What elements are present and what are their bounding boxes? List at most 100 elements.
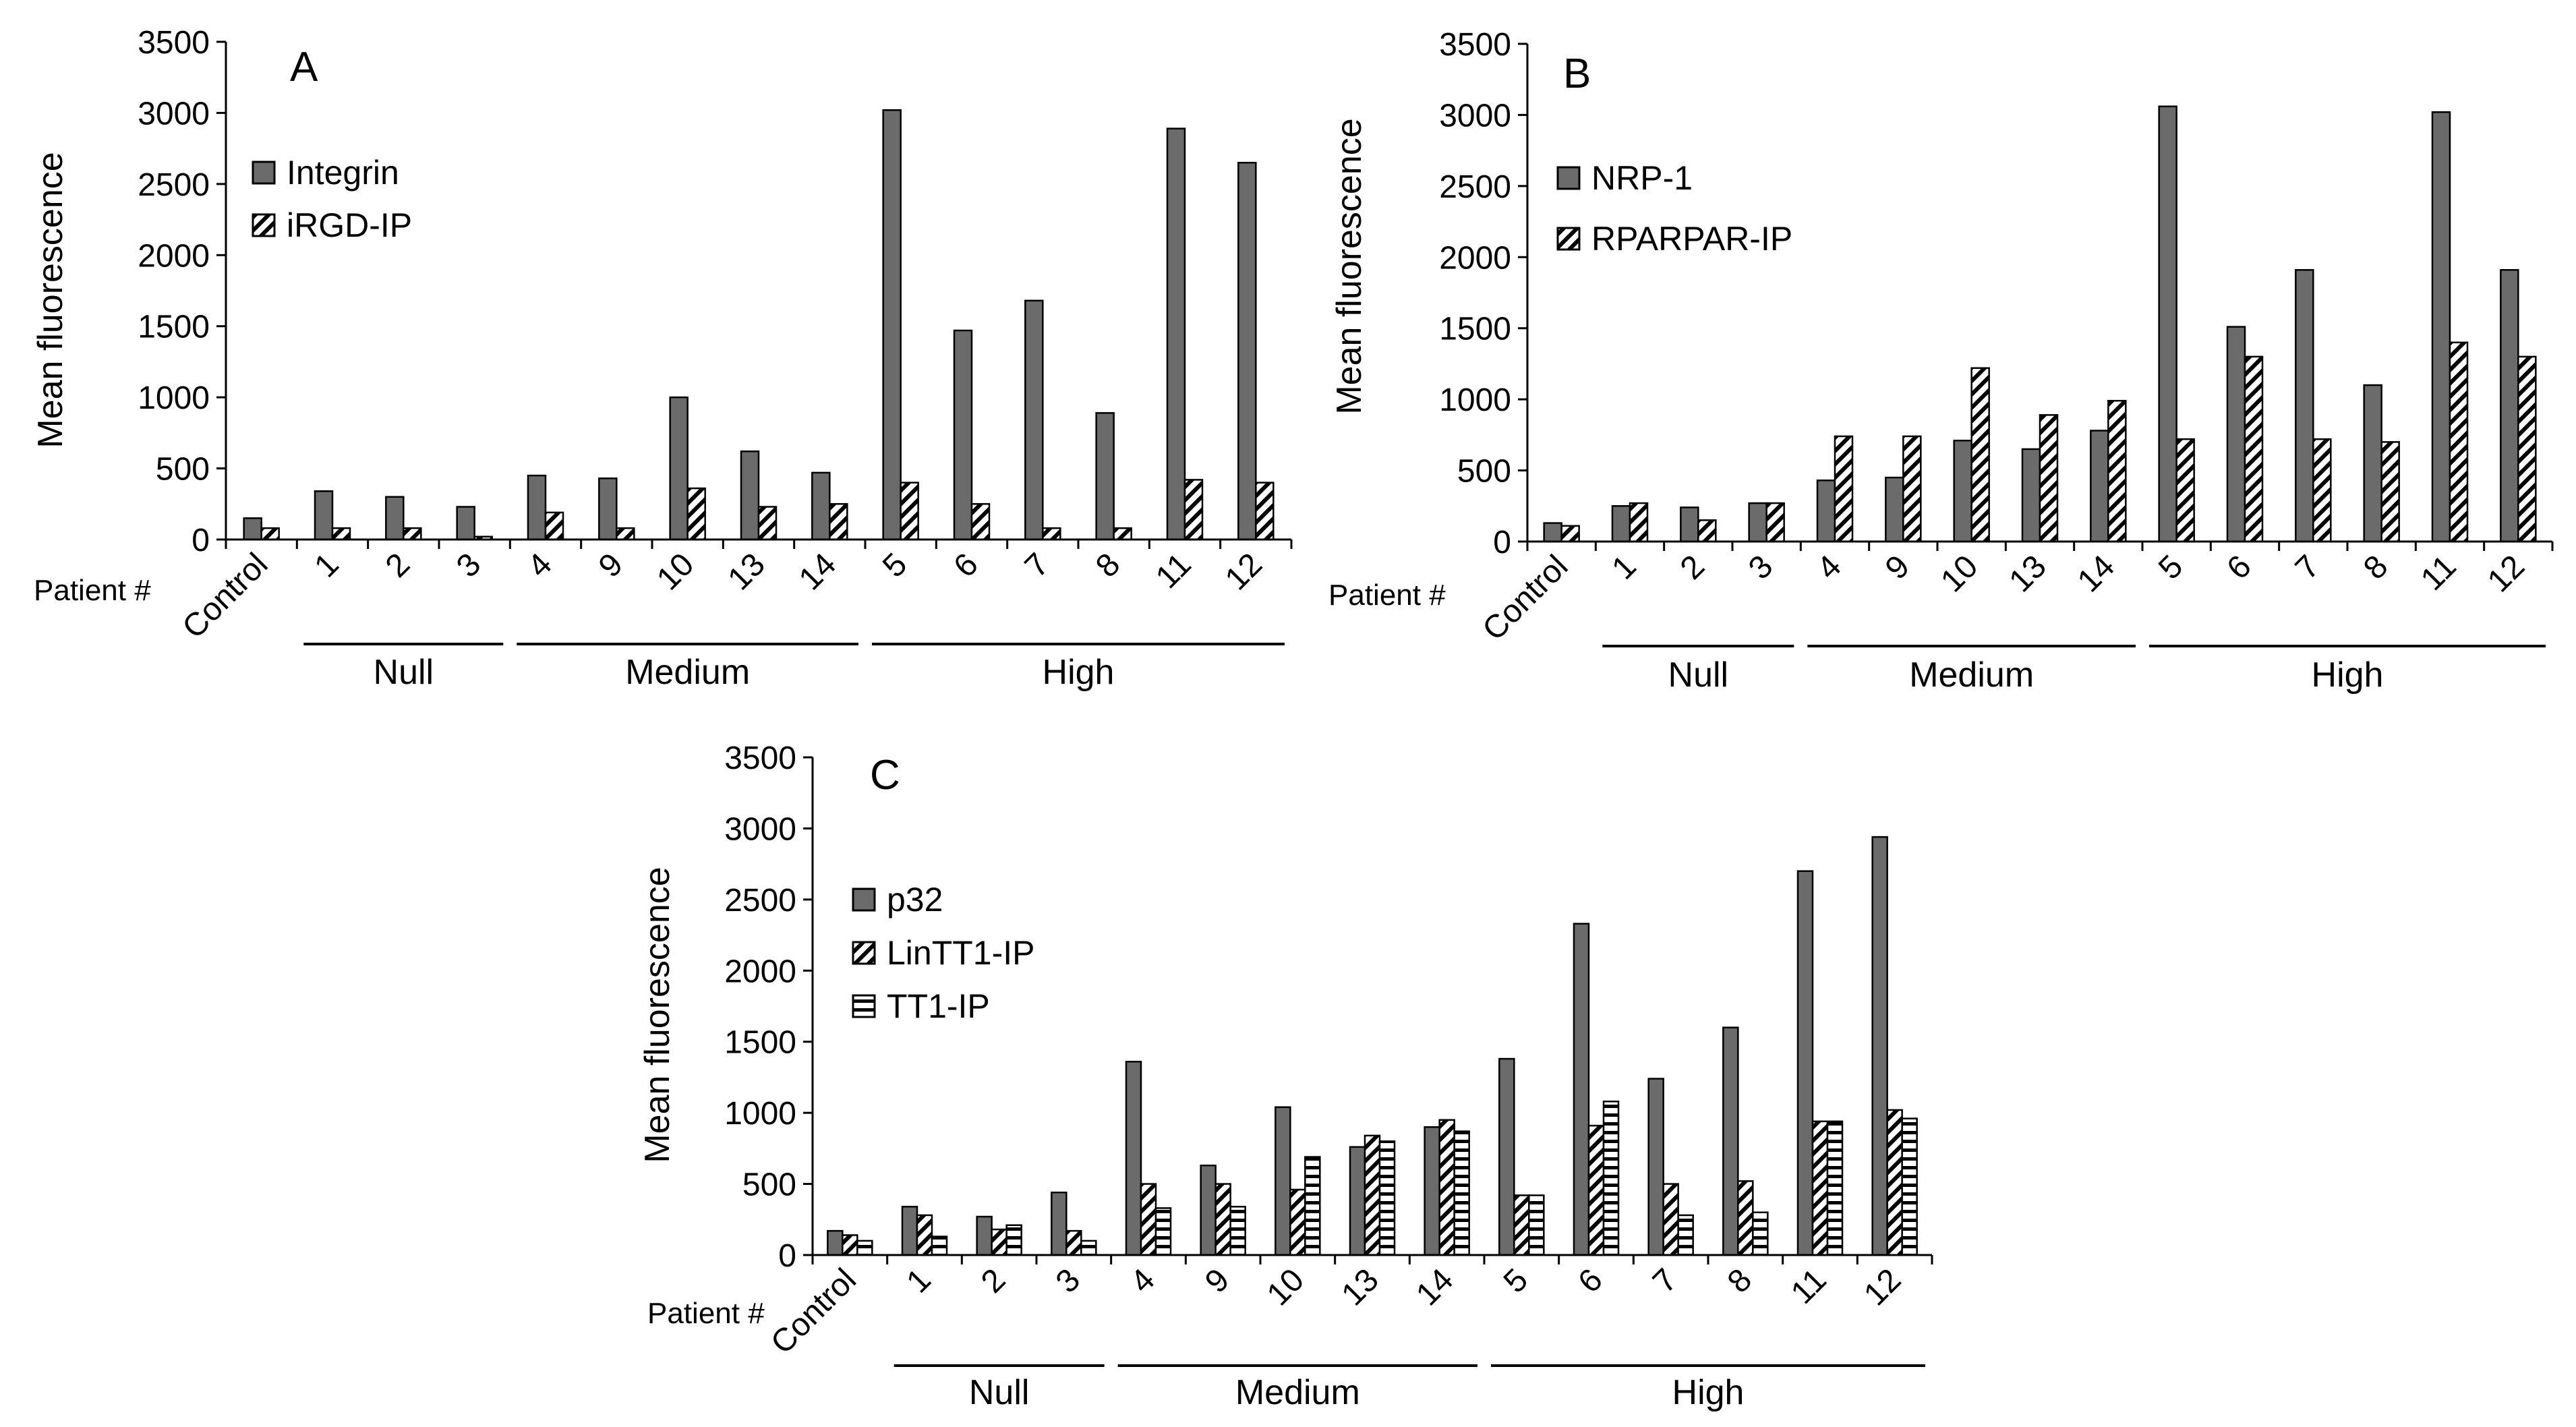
panel-b-legend-label-nrp-1: NRP-1 <box>1591 159 1693 197</box>
panel-c-bar-p32-1 <box>901 1206 918 1256</box>
panel-a-group-label-high: High <box>1043 653 1115 692</box>
panel-c-y-tick-label: 3000 <box>724 811 796 847</box>
panel-c-bar-tt1-ip-7 <box>1677 1214 1694 1256</box>
panel-a-category-label-5: 5 <box>876 546 914 584</box>
panel-c-bar-tt1-ip-12 <box>1901 1117 1918 1256</box>
panel-c-bar-lintt1-ip-11 <box>1811 1120 1829 1256</box>
panel-b-y-axis-label: Mean fluorescence <box>1330 118 1369 414</box>
panel-a-bar-irgd-ip-control <box>260 527 280 541</box>
panel-c-y-tick-label: 1000 <box>724 1096 796 1132</box>
panel-c-legend: p32 LinTT1-IP TT1-IP <box>852 881 1035 1025</box>
panel-c-bar-p32-7 <box>1647 1078 1664 1256</box>
panel-c-category-label-4: 4 <box>1123 1262 1161 1300</box>
panel-c-bar-tt1-ip-2 <box>1005 1224 1022 1256</box>
panel-c-bar-p32-12 <box>1871 836 1888 1256</box>
panel-c-legend-label-lintt1-ip: LinTT1-IP <box>887 934 1035 972</box>
panel-a-bar-irgd-ip-13 <box>757 506 778 541</box>
panel-a-bar-integrin-14 <box>811 471 831 541</box>
panel-b-bar-nrp-1-2 <box>1680 506 1699 543</box>
panel-c: C Mean fluorescence Patient # p32 LinTT1… <box>638 740 1933 1412</box>
panel-c-letter: C <box>870 752 900 798</box>
panel-a-category-label-11: 11 <box>1149 546 1198 595</box>
panel-b-category-label-11: 11 <box>2414 548 2463 598</box>
panel-a-category-label-7: 7 <box>1018 546 1056 584</box>
panel-b-category-label-2: 2 <box>1674 548 1711 586</box>
panel-a-bar-integrin-1 <box>314 490 334 541</box>
panel-b-category-label-12: 12 <box>2481 548 2531 599</box>
panel-a-group-label-medium: Medium <box>625 653 750 692</box>
panel-a-patient-label: Patient # <box>34 574 151 607</box>
panel-b-category-label-13: 13 <box>2003 548 2053 599</box>
panel-c-category-label-6: 6 <box>1571 1262 1609 1300</box>
panel-b-legend-label-rparpar-ip: RPARPAR-IP <box>1591 220 1792 258</box>
panel-b-bar-rparpar-ip-12 <box>2517 355 2537 543</box>
panel-a-bar-irgd-ip-12 <box>1255 482 1275 541</box>
panel-b-bar-nrp-1-7 <box>2295 269 2314 543</box>
panel-b-legend-item-rparpar-ip: RPARPAR-IP <box>1556 220 1792 258</box>
panel-c-group-label-medium: Medium <box>1235 1373 1360 1412</box>
panel-b-letter: B <box>1563 51 1591 97</box>
panel-a-legend-item-integrin: Integrin <box>252 154 399 192</box>
panel-c-y-tick-label: 3500 <box>724 740 796 776</box>
panel-c-bar-tt1-ip-11 <box>1826 1120 1844 1256</box>
panel-b-category-label-6: 6 <box>2220 548 2258 586</box>
panel-a-bar-irgd-ip-7 <box>1042 527 1061 541</box>
panel-c-y-axis-label: Mean fluorescence <box>638 867 677 1163</box>
panel-c-legend-swatch-tt1-ip <box>852 994 876 1018</box>
panel-b-bar-nrp-1-control <box>1543 522 1562 543</box>
panel-a-legend: Integrin iRGD-IP <box>252 154 412 244</box>
panel-c-bar-lintt1-ip-5 <box>1513 1194 1530 1256</box>
panel-b-bar-rparpar-ip-10 <box>1970 367 1990 543</box>
panel-a-bar-integrin-4 <box>527 474 547 541</box>
panel-b-bar-nrp-1-10 <box>1953 440 1972 543</box>
panel-c-category-label-control: Control <box>764 1262 863 1361</box>
panel-a-y-tick-label: 0 <box>192 523 210 558</box>
panel-c-category-label-13: 13 <box>1335 1262 1386 1312</box>
panel-c-bar-tt1-ip-4 <box>1154 1207 1172 1256</box>
panel-b-bar-rparpar-ip-2 <box>1697 519 1717 543</box>
panel-a-bar-irgd-ip-5 <box>900 482 919 541</box>
panel-a-bar-integrin-6 <box>953 329 973 541</box>
panel-b-category-label-14: 14 <box>2071 548 2121 599</box>
panel-c-y-tick-label: 2000 <box>724 954 796 989</box>
panel-c-bar-p32-11 <box>1796 870 1814 1256</box>
panel-b-group-label-high: High <box>2312 656 2384 695</box>
panel-b-bar-rparpar-ip-3 <box>1765 502 1785 543</box>
panel-b-bar-nrp-1-1 <box>1611 505 1631 543</box>
panel-c-legend-label-tt1-ip: TT1-IP <box>887 987 990 1025</box>
panel-b-bar-rparpar-ip-6 <box>2244 355 2264 543</box>
panel-b-y-tick-label: 3500 <box>1439 27 1511 63</box>
panel-b-legend-item-nrp-1: NRP-1 <box>1556 159 1693 197</box>
panel-a-legend-label-integrin: Integrin <box>287 154 399 192</box>
panel-a-letter: A <box>290 44 318 90</box>
panel-b-bar-rparpar-ip-14 <box>2107 400 2127 543</box>
panel-c-legend-swatch-p32 <box>852 887 876 912</box>
panel-c-patient-label: Patient # <box>647 1297 765 1330</box>
panel-b-category-label-10: 10 <box>1934 548 1985 599</box>
panel-c-bar-p32-2 <box>976 1215 993 1256</box>
panel-c-bar-lintt1-ip-13 <box>1364 1134 1381 1256</box>
panel-c-bar-lintt1-ip-8 <box>1737 1180 1754 1256</box>
panel-c-legend-item-tt1-ip: TT1-IP <box>852 987 990 1025</box>
panel-b-bar-nrp-1-12 <box>2500 269 2519 543</box>
panel-b-legend-swatch-rparpar-ip <box>1556 227 1581 251</box>
panel-c-bar-lintt1-ip-14 <box>1438 1119 1455 1256</box>
panel-c-bar-p32-14 <box>1424 1126 1440 1256</box>
panel-c-legend-item-lintt1-ip: LinTT1-IP <box>852 934 1035 972</box>
panel-b-y-tick-label: 500 <box>1457 454 1511 490</box>
panel-b-category-label-3: 3 <box>1742 548 1780 586</box>
panel-a-y-tick-label: 1000 <box>138 380 210 416</box>
panel-b-y-tick-label: 1000 <box>1439 382 1511 418</box>
panel-a-y-tick-label: 1500 <box>138 310 210 345</box>
panel-b-category-label-8: 8 <box>2357 548 2395 586</box>
panel-c-bar-tt1-ip-control <box>856 1240 873 1256</box>
panel-c-category-label-10: 10 <box>1260 1262 1311 1312</box>
panel-a-bar-integrin-8 <box>1095 412 1115 541</box>
panel-a-bar-integrin-2 <box>385 496 405 541</box>
panel-c-bar-tt1-ip-8 <box>1752 1211 1769 1256</box>
panel-b-category-label-7: 7 <box>2289 548 2326 586</box>
panel-c-category-label-5: 5 <box>1497 1262 1535 1300</box>
